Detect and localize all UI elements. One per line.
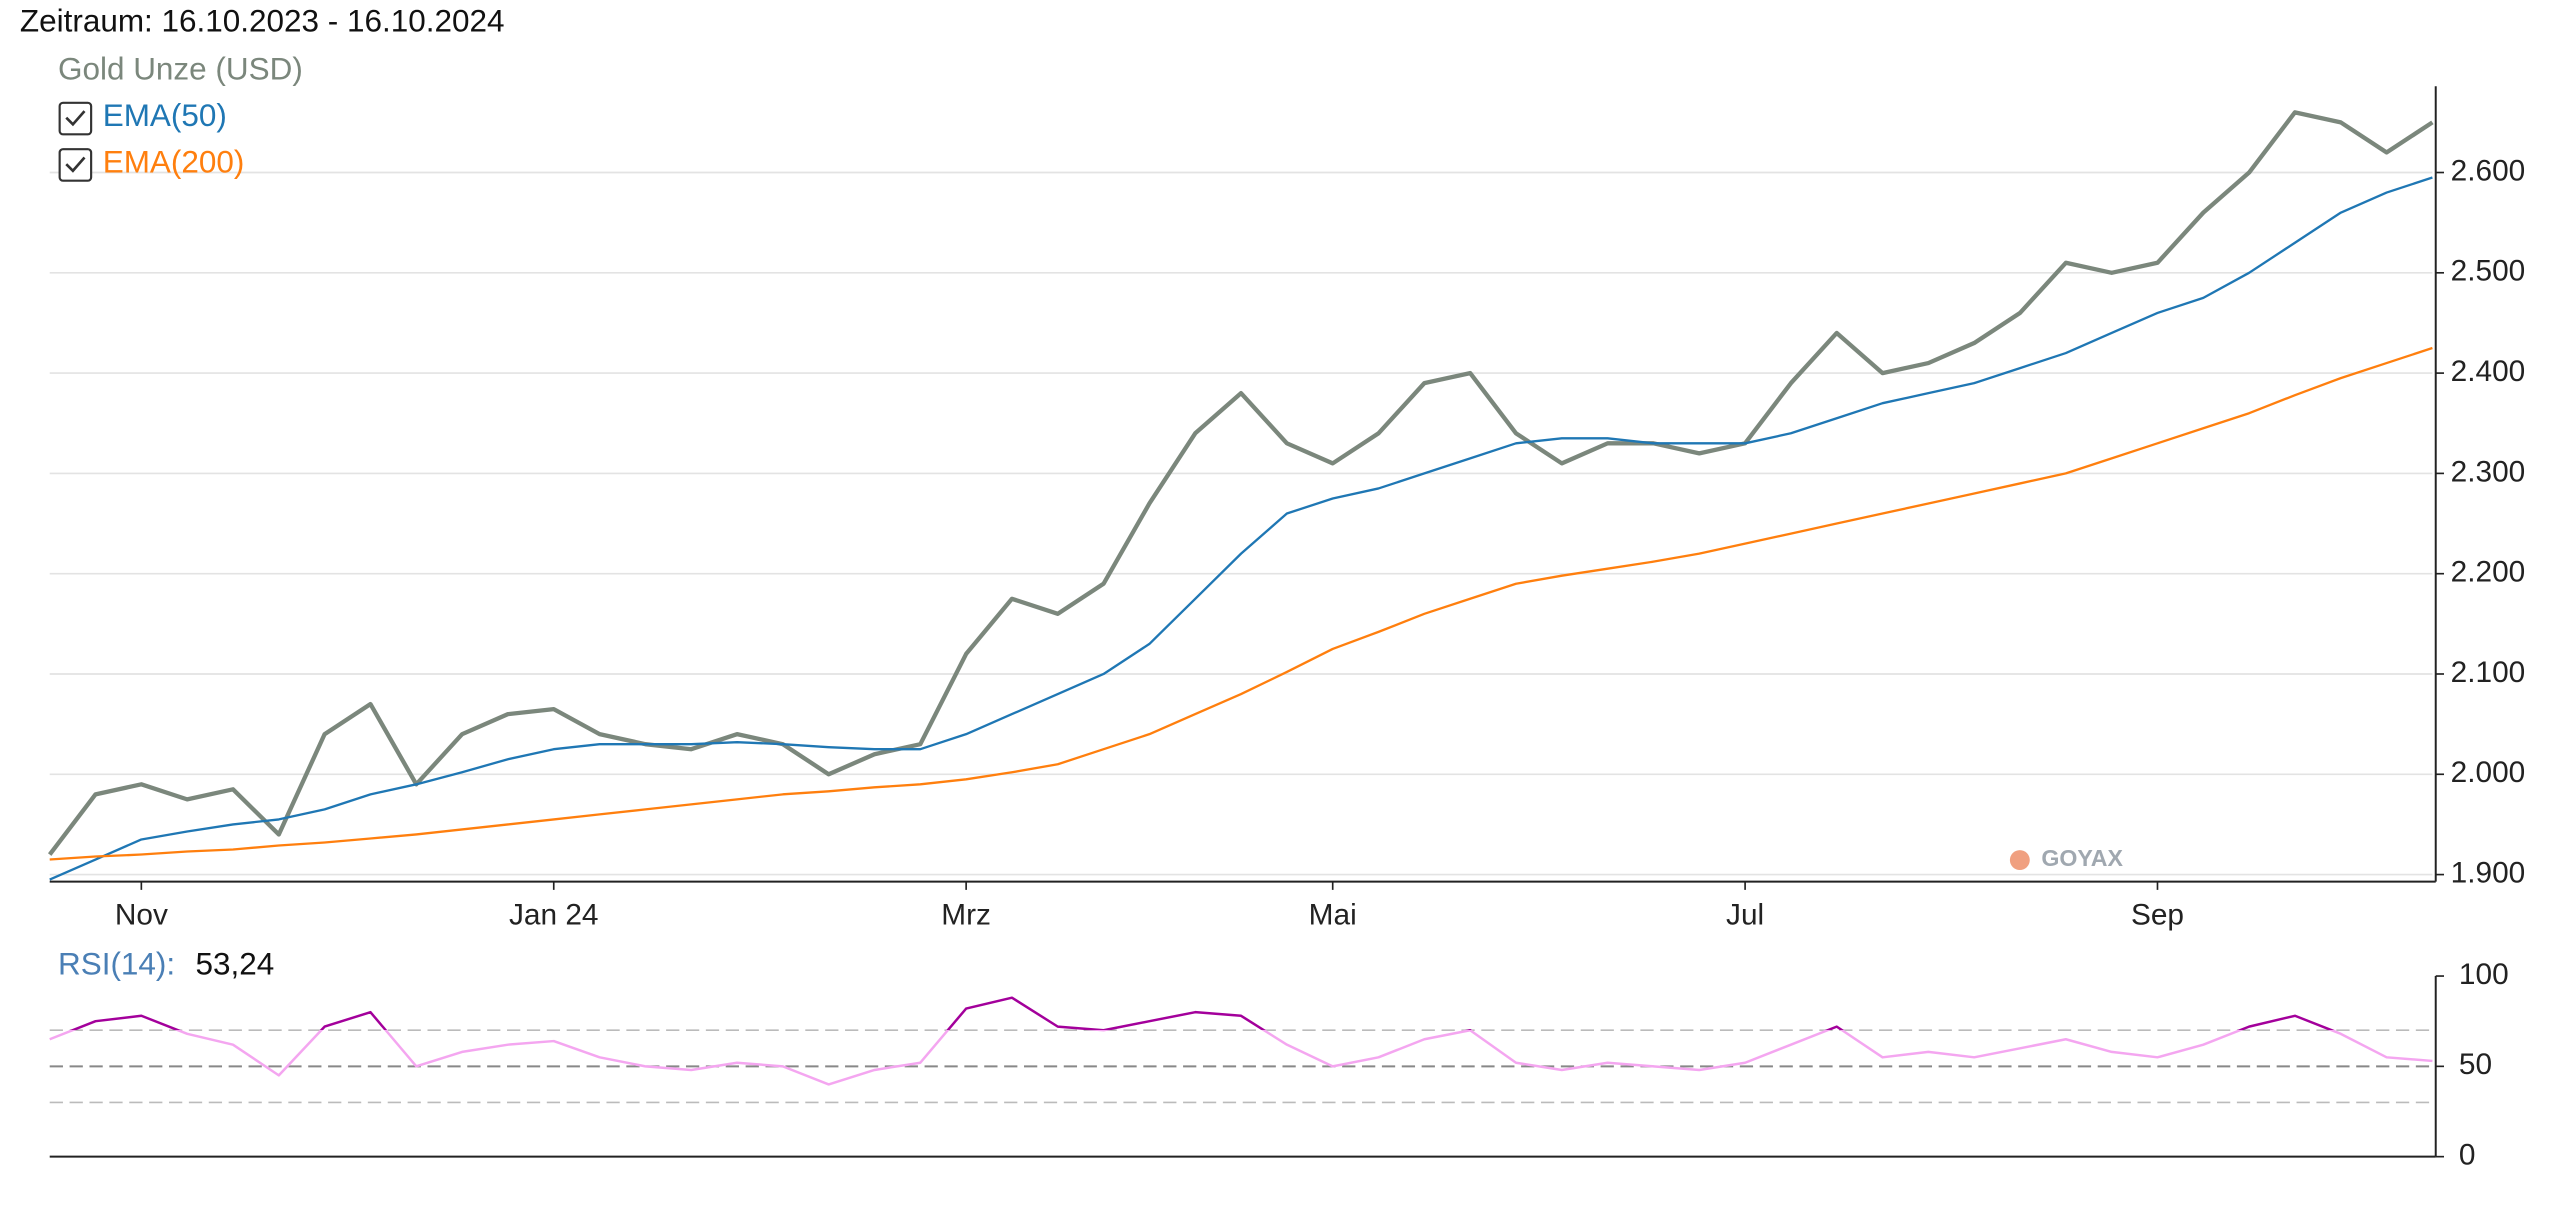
rsi-title: RSI(14): xyxy=(58,946,175,981)
series-line xyxy=(49,176,2433,881)
y-tick-label: 50 xyxy=(2459,1048,2492,1081)
checkbox-box[interactable] xyxy=(58,148,93,182)
x-tick-label: Mai xyxy=(1309,898,1357,931)
series-line xyxy=(49,996,2433,1086)
checkbox-check[interactable] xyxy=(65,110,86,127)
y-tick-label: 2.300 xyxy=(2451,455,2526,488)
x-tick-label: Mrz xyxy=(941,898,991,931)
y-tick-label: 2.400 xyxy=(2451,355,2526,388)
y-tick-label: 2.100 xyxy=(2451,656,2526,689)
x-tick-label: Jan 24 xyxy=(509,898,599,931)
checkbox-check[interactable] xyxy=(65,156,86,173)
legend-checkbox[interactable] xyxy=(58,148,93,182)
legend-entry[interactable]: EMA(50) xyxy=(103,98,227,133)
y-tick-label: 1.900 xyxy=(2451,856,2526,889)
watermark: GOYAX xyxy=(2041,845,2123,871)
x-tick-label: Sep xyxy=(2131,898,2184,931)
x-tick-label: Jul xyxy=(1726,898,1764,931)
legend-entry: Gold Unze (USD) xyxy=(58,52,303,87)
watermark-logo xyxy=(2009,850,2030,870)
y-tick-label: 2.500 xyxy=(2451,255,2526,288)
legend-checkbox[interactable] xyxy=(58,101,93,136)
series-line xyxy=(49,346,2433,861)
legend-entry[interactable]: EMA(200) xyxy=(103,144,245,179)
series-line xyxy=(47,110,2434,856)
period-title: Zeitraum: 16.10.2023 - 16.10.2024 xyxy=(20,4,505,39)
checkbox-box[interactable] xyxy=(58,101,93,136)
x-tick-label: Nov xyxy=(115,898,168,931)
y-tick-label: 100 xyxy=(2459,958,2509,991)
y-tick-label: 2.600 xyxy=(2451,154,2526,187)
rsi-current: 53,24 xyxy=(196,946,275,981)
y-tick-label: 2.200 xyxy=(2451,556,2526,589)
y-tick-label: 2.000 xyxy=(2451,756,2526,789)
y-tick-label: 0 xyxy=(2459,1139,2476,1172)
